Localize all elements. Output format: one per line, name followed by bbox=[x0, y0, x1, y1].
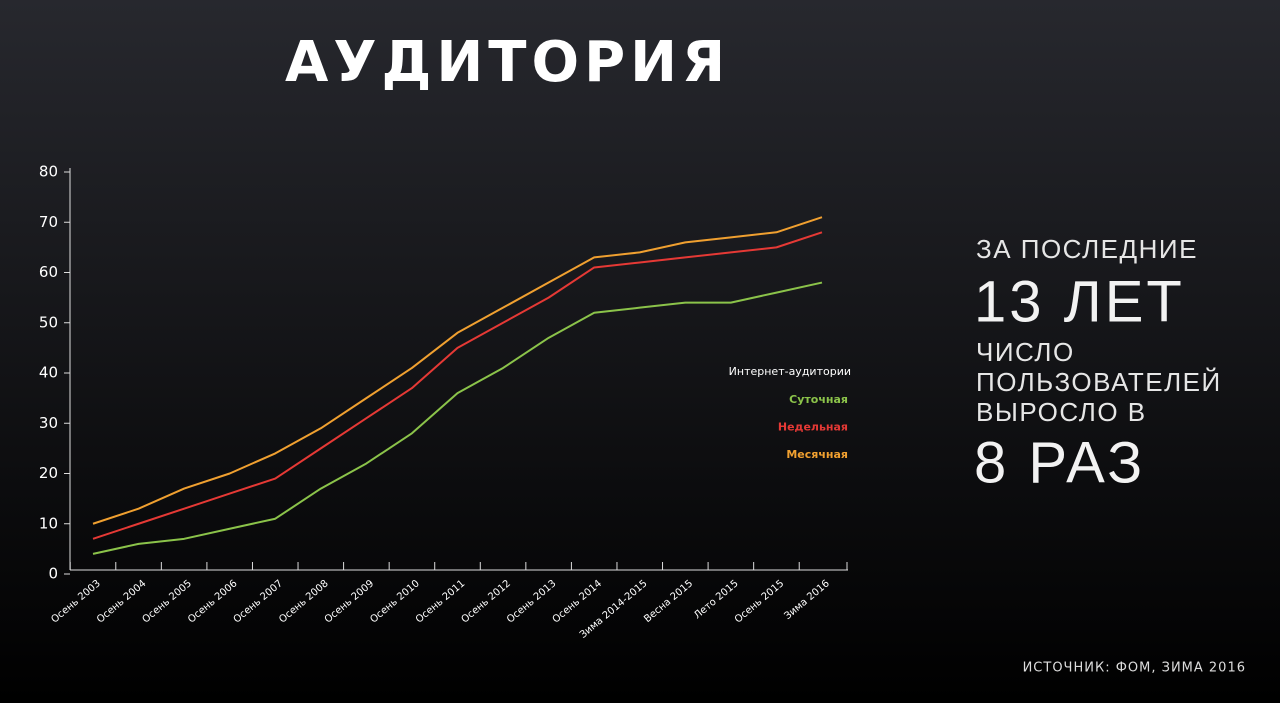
series-line bbox=[92, 231, 823, 540]
headline-line: ПОЛЬЗОВАТЕЛЕЙ bbox=[976, 367, 1222, 397]
x-tick-label: Весна 2015 bbox=[642, 578, 695, 625]
x-tick-label: Осень 2015 bbox=[733, 578, 786, 625]
headline-period: 13 ЛЕТ bbox=[974, 269, 1185, 334]
series-line bbox=[92, 281, 823, 555]
headline-intro: ЗА ПОСЛЕДНИЕ bbox=[976, 234, 1198, 264]
y-tick-label: 20 bbox=[39, 464, 58, 482]
y-tick-label: 80 bbox=[39, 163, 58, 181]
x-tick-label: Лето 2015 bbox=[692, 578, 741, 621]
y-tick-label: 40 bbox=[39, 364, 58, 382]
headline-result: 8 РАЗ bbox=[974, 430, 1145, 495]
legend-entry: Суточная bbox=[789, 393, 848, 406]
source: ИСТОЧНИК: ФОМ, ЗИМА 2016 bbox=[1023, 661, 1246, 676]
y-tick-label: 70 bbox=[39, 213, 58, 231]
slide-title: АУДИТОРИЯ bbox=[285, 30, 730, 95]
y-tick-label: 50 bbox=[39, 313, 58, 331]
legend-entry: Недельная bbox=[778, 421, 848, 434]
y-tick-label: 10 bbox=[39, 514, 58, 532]
legend-entry: Месячная bbox=[786, 448, 848, 461]
headline-line: ВЫРОСЛО В bbox=[976, 397, 1147, 427]
headline-line: ЧИСЛО bbox=[976, 337, 1075, 367]
y-tick-label: 30 bbox=[39, 414, 58, 432]
y-tick-label: 60 bbox=[39, 263, 58, 281]
legend-title: Интернет-аудитории bbox=[729, 365, 851, 378]
y-tick-label: 0 bbox=[48, 565, 58, 583]
series-line bbox=[92, 216, 823, 525]
x-tick-label: Зима 2016 bbox=[782, 578, 831, 622]
